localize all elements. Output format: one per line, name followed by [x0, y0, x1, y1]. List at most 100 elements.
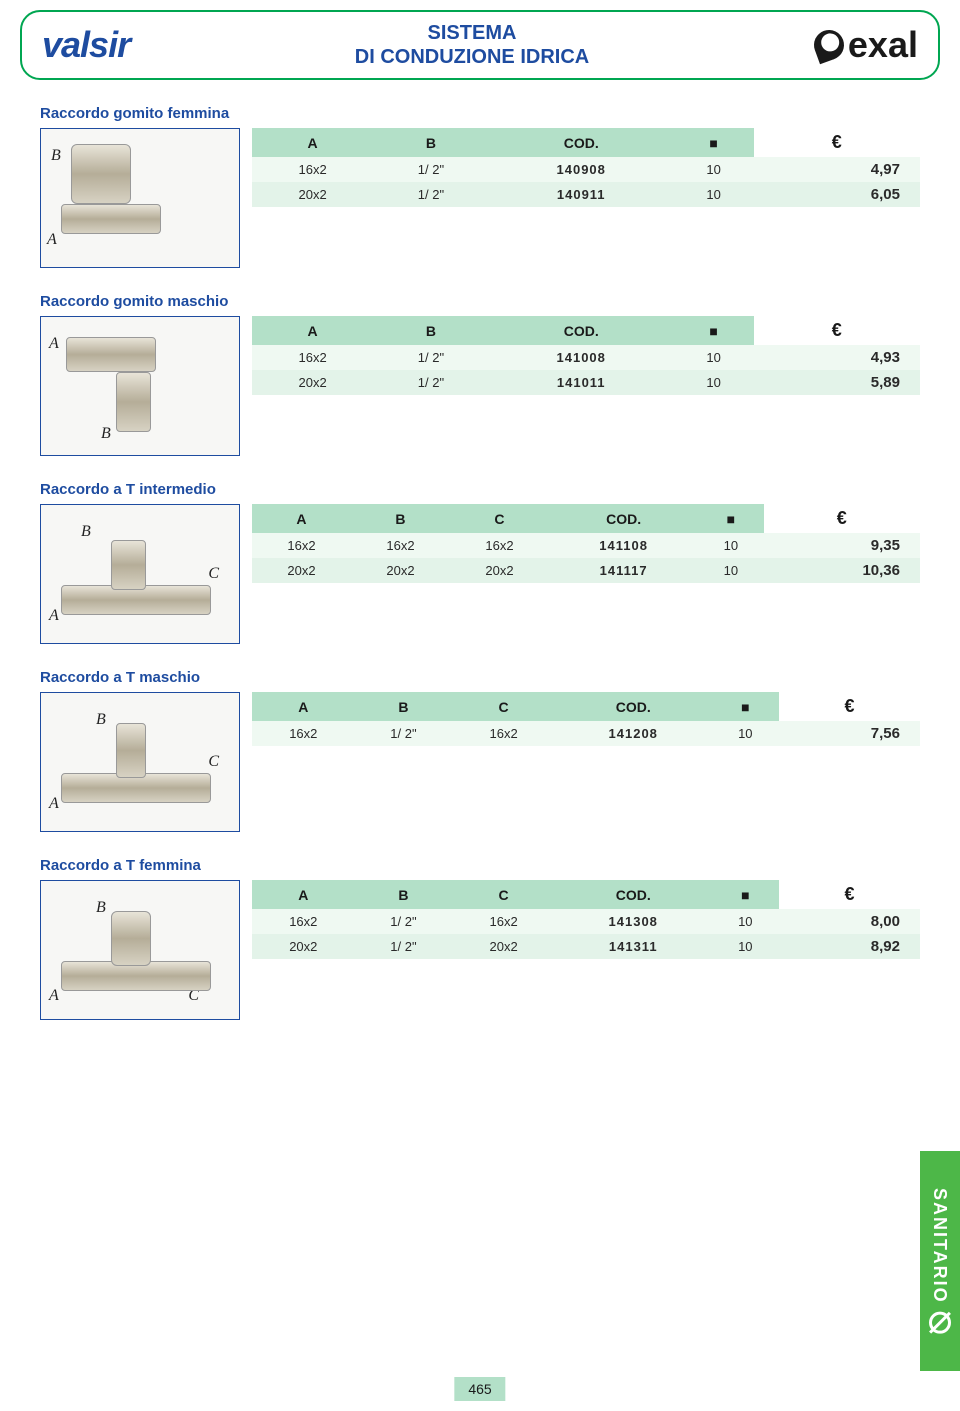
cell-b: 20x2: [351, 558, 450, 583]
product-photo: B A: [40, 128, 240, 268]
product-photo: A B: [40, 316, 240, 456]
section-title: Raccordo a T intermedio: [40, 481, 920, 498]
dim-label-a: A: [49, 795, 59, 813]
col-cod: COD.: [555, 692, 712, 721]
cell-cod: 141008: [489, 345, 674, 370]
side-tab-label: SANITARIO: [930, 1188, 951, 1304]
cell-price: 8,00: [779, 909, 920, 934]
col-c: C: [452, 692, 555, 721]
section-gomito-maschio: Raccordo gomito maschio A B A B COD. ■ €…: [40, 293, 920, 456]
cell-qty: 10: [674, 157, 754, 182]
table-row: 20x2 1/ 2" 141011 10 5,89: [252, 370, 920, 395]
section-t-femmina: Raccordo a T femmina B A C A B C COD. ■ …: [40, 857, 920, 1020]
cell-a: 20x2: [252, 558, 351, 583]
product-photo: B A C: [40, 504, 240, 644]
col-qty: ■: [712, 880, 780, 909]
cell-b: 1/ 2": [355, 909, 453, 934]
cell-c: 16x2: [452, 721, 555, 746]
product-table: A B COD. ■ € 16x2 1/ 2" 141008 10 4,93 2…: [252, 316, 920, 395]
header-banner: valsir SISTEMA DI CONDUZIONE IDRICA exal: [20, 10, 940, 80]
product-table: A B C COD. ■ € 16x2 16x2 16x2 141108 10 …: [252, 504, 920, 583]
cell-cod: 141308: [555, 909, 712, 934]
diameter-icon: [929, 1312, 951, 1334]
table-header-row: A B C COD. ■ €: [252, 504, 920, 533]
product-photo: B A C: [40, 692, 240, 832]
cell-c: 20x2: [450, 558, 549, 583]
col-b: B: [355, 880, 453, 909]
cell-price: 6,05: [754, 182, 920, 207]
cell-qty: 10: [674, 370, 754, 395]
col-qty: ■: [674, 316, 754, 345]
page-number: 465: [454, 1377, 505, 1401]
title-line-2: DI CONDUZIONE IDRICA: [355, 45, 589, 69]
dim-label-a: A: [47, 231, 57, 249]
logo-valsir: valsir: [42, 24, 130, 66]
section-title: Raccordo gomito maschio: [40, 293, 920, 310]
table-row: 16x2 1/ 2" 16x2 141308 10 8,00: [252, 909, 920, 934]
col-price: €: [779, 880, 920, 909]
table-header-row: A B C COD. ■ €: [252, 692, 920, 721]
col-b: B: [373, 128, 489, 157]
cell-c: 16x2: [452, 909, 555, 934]
table-header-row: A B COD. ■ €: [252, 128, 920, 157]
table-row: 16x2 1/ 2" 140908 10 4,97: [252, 157, 920, 182]
section-title: Raccordo a T femmina: [40, 857, 920, 874]
cell-qty: 10: [674, 345, 754, 370]
product-table: A B COD. ■ € 16x2 1/ 2" 140908 10 4,97 2…: [252, 128, 920, 207]
col-price: €: [754, 316, 920, 345]
cell-a: 20x2: [252, 934, 355, 959]
cell-b: 1/ 2": [373, 345, 489, 370]
cell-a: 16x2: [252, 533, 351, 558]
table-row: 16x2 1/ 2" 16x2 141208 10 7,56: [252, 721, 920, 746]
dim-label-a: A: [49, 987, 59, 1005]
col-qty: ■: [712, 692, 780, 721]
section-gomito-femmina: Raccordo gomito femmina B A A B COD. ■ €…: [40, 105, 920, 268]
col-cod: COD.: [489, 128, 674, 157]
cell-b: 1/ 2": [355, 721, 453, 746]
cell-b: 1/ 2": [373, 370, 489, 395]
cell-qty: 10: [712, 721, 780, 746]
product-photo: B A C: [40, 880, 240, 1020]
cell-cod: 140911: [489, 182, 674, 207]
cell-a: 20x2: [252, 182, 373, 207]
col-b: B: [351, 504, 450, 533]
col-a: A: [252, 504, 351, 533]
cell-b: 16x2: [351, 533, 450, 558]
table-row: 20x2 20x2 20x2 141117 10 10,36: [252, 558, 920, 583]
cell-price: 9,35: [764, 533, 921, 558]
section-t-maschio: Raccordo a T maschio B A C A B C COD. ■ …: [40, 669, 920, 832]
dim-label-c: C: [208, 565, 219, 583]
dim-label-a: A: [49, 607, 59, 625]
dim-label-b: B: [101, 425, 111, 443]
cell-cod: 141311: [555, 934, 712, 959]
section-title: Raccordo gomito femmina: [40, 105, 920, 122]
cell-cod: 141208: [555, 721, 712, 746]
cell-c: 20x2: [452, 934, 555, 959]
cell-price: 4,97: [754, 157, 920, 182]
cell-qty: 10: [698, 558, 763, 583]
table-header-row: A B COD. ■ €: [252, 316, 920, 345]
col-a: A: [252, 692, 355, 721]
dim-label-b: B: [96, 711, 106, 729]
cell-b: 1/ 2": [373, 157, 489, 182]
col-c: C: [450, 504, 549, 533]
col-cod: COD.: [555, 880, 712, 909]
cell-a: 20x2: [252, 370, 373, 395]
table-row: 20x2 1/ 2" 20x2 141311 10 8,92: [252, 934, 920, 959]
header-title: SISTEMA DI CONDUZIONE IDRICA: [355, 21, 589, 69]
cell-qty: 10: [674, 182, 754, 207]
col-b: B: [355, 692, 453, 721]
col-a: A: [252, 880, 355, 909]
section-t-intermedio: Raccordo a T intermedio B A C A B C COD.…: [40, 481, 920, 644]
cell-a: 16x2: [252, 345, 373, 370]
cell-cod: 140908: [489, 157, 674, 182]
col-price: €: [779, 692, 920, 721]
cell-b: 1/ 2": [355, 934, 453, 959]
col-qty: ■: [674, 128, 754, 157]
table-row: 20x2 1/ 2" 140911 10 6,05: [252, 182, 920, 207]
side-tab-sanitario: SANITARIO: [920, 1151, 960, 1371]
cell-price: 4,93: [754, 345, 920, 370]
pexal-swoosh-icon: [810, 26, 848, 64]
cell-cod: 141108: [549, 533, 698, 558]
table-row: 16x2 16x2 16x2 141108 10 9,35: [252, 533, 920, 558]
